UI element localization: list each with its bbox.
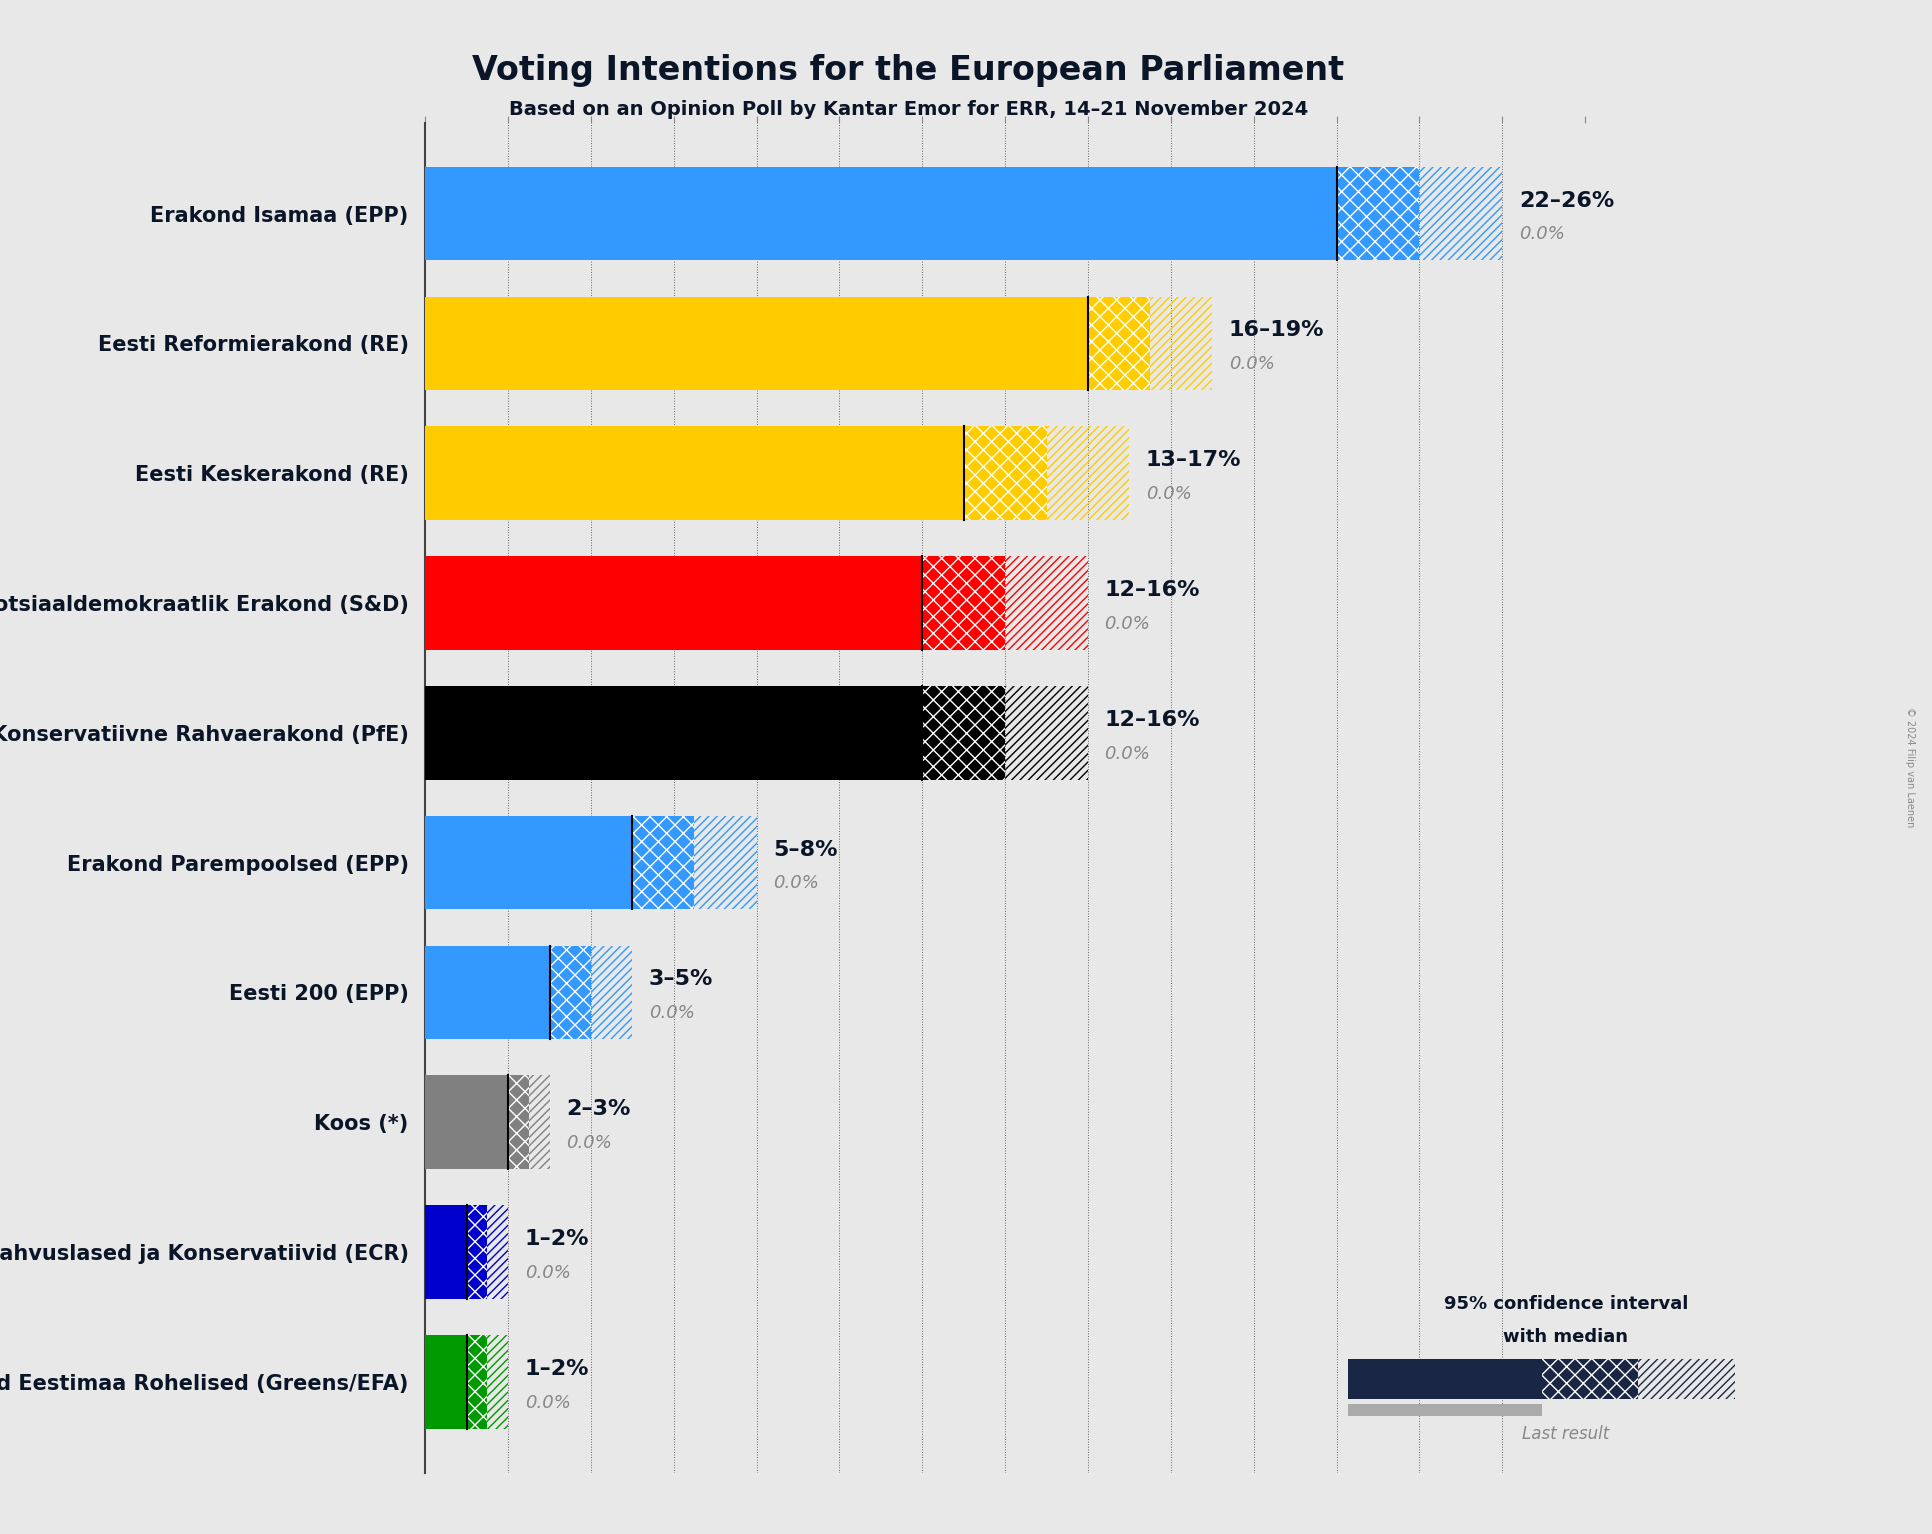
- Bar: [632, 816, 694, 910]
- Text: 0.0%: 0.0%: [566, 1134, 612, 1152]
- Text: 5–8%: 5–8%: [773, 839, 837, 859]
- Text: 1–2%: 1–2%: [524, 1229, 589, 1249]
- Bar: [1349, 1404, 1542, 1416]
- Text: Voting Intentions for the European Parliament: Voting Intentions for the European Parli…: [471, 54, 1345, 87]
- Text: 12–16%: 12–16%: [1103, 710, 1200, 730]
- Text: 0.0%: 0.0%: [649, 1005, 694, 1022]
- Text: 95% confidence interval: 95% confidence interval: [1443, 1295, 1687, 1313]
- Text: 13–17%: 13–17%: [1146, 449, 1240, 471]
- Bar: [1045, 426, 1128, 520]
- Text: 0.0%: 0.0%: [773, 874, 819, 893]
- Bar: [487, 1206, 508, 1299]
- Text: 0.0%: 0.0%: [1519, 225, 1563, 244]
- Text: 0.0%: 0.0%: [524, 1393, 570, 1411]
- Bar: [1418, 167, 1501, 261]
- Bar: [1542, 1359, 1638, 1399]
- Bar: [425, 945, 549, 1039]
- Text: 12–16%: 12–16%: [1103, 580, 1200, 600]
- Bar: [466, 1335, 487, 1428]
- Text: 3–5%: 3–5%: [649, 969, 713, 989]
- Text: with median: with median: [1503, 1328, 1627, 1347]
- Bar: [1349, 1359, 1542, 1399]
- Text: Last result: Last result: [1520, 1425, 1609, 1443]
- Bar: [425, 1075, 508, 1169]
- Bar: [549, 945, 591, 1039]
- Text: 0.0%: 0.0%: [1229, 356, 1273, 373]
- Bar: [1335, 167, 1418, 261]
- Bar: [508, 1075, 529, 1169]
- Bar: [1638, 1359, 1735, 1399]
- Text: 0.0%: 0.0%: [1103, 744, 1150, 762]
- Bar: [694, 816, 755, 910]
- Bar: [1088, 296, 1150, 390]
- Bar: [425, 816, 632, 910]
- Bar: [425, 167, 1335, 261]
- Bar: [425, 1335, 466, 1428]
- Text: Based on an Opinion Poll by Kantar Emor for ERR, 14–21 November 2024: Based on an Opinion Poll by Kantar Emor …: [508, 100, 1308, 118]
- Bar: [425, 686, 922, 779]
- Bar: [964, 426, 1045, 520]
- Text: 1–2%: 1–2%: [524, 1359, 589, 1379]
- Bar: [591, 945, 632, 1039]
- Bar: [425, 557, 922, 650]
- Bar: [922, 557, 1005, 650]
- Text: © 2024 Filip van Laenen: © 2024 Filip van Laenen: [1903, 707, 1915, 827]
- Bar: [1005, 686, 1088, 779]
- Text: 0.0%: 0.0%: [1103, 615, 1150, 632]
- Bar: [425, 296, 1088, 390]
- Bar: [1005, 557, 1088, 650]
- Text: 0.0%: 0.0%: [1146, 485, 1192, 503]
- Bar: [922, 686, 1005, 779]
- Bar: [487, 1335, 508, 1428]
- Bar: [1150, 296, 1211, 390]
- Bar: [425, 1206, 466, 1299]
- Bar: [529, 1075, 549, 1169]
- Text: 2–3%: 2–3%: [566, 1100, 630, 1120]
- Bar: [425, 426, 964, 520]
- Text: 16–19%: 16–19%: [1229, 321, 1323, 341]
- Bar: [466, 1206, 487, 1299]
- Text: 22–26%: 22–26%: [1519, 190, 1613, 210]
- Text: 0.0%: 0.0%: [524, 1264, 570, 1282]
